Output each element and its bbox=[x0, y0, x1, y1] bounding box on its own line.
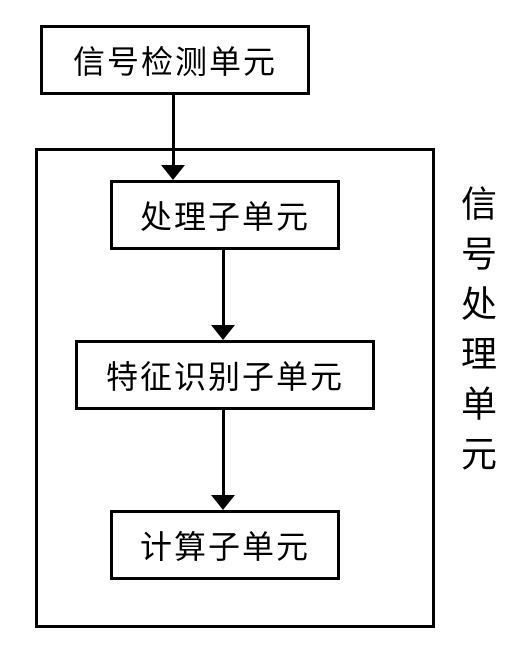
arrow-2-line bbox=[222, 250, 225, 328]
feature-recognition-subunit-label: 特征识别子单元 bbox=[106, 352, 344, 398]
arrow-3-head bbox=[211, 495, 235, 510]
processing-subunit-box: 处理子单元 bbox=[110, 180, 340, 250]
arrow-3-line bbox=[222, 410, 225, 498]
feature-recognition-subunit-box: 特征识别子单元 bbox=[75, 340, 375, 410]
calculation-subunit-label: 计算子单元 bbox=[140, 522, 310, 568]
signal-detection-unit-label: 信号检测单元 bbox=[73, 37, 277, 83]
calculation-subunit-box: 计算子单元 bbox=[110, 510, 340, 580]
signal-processing-unit-label: 信号处理单元 bbox=[450, 185, 502, 485]
signal-detection-unit-box: 信号检测单元 bbox=[40, 25, 310, 95]
arrow-2-head bbox=[211, 325, 235, 340]
processing-subunit-label: 处理子单元 bbox=[140, 192, 310, 238]
